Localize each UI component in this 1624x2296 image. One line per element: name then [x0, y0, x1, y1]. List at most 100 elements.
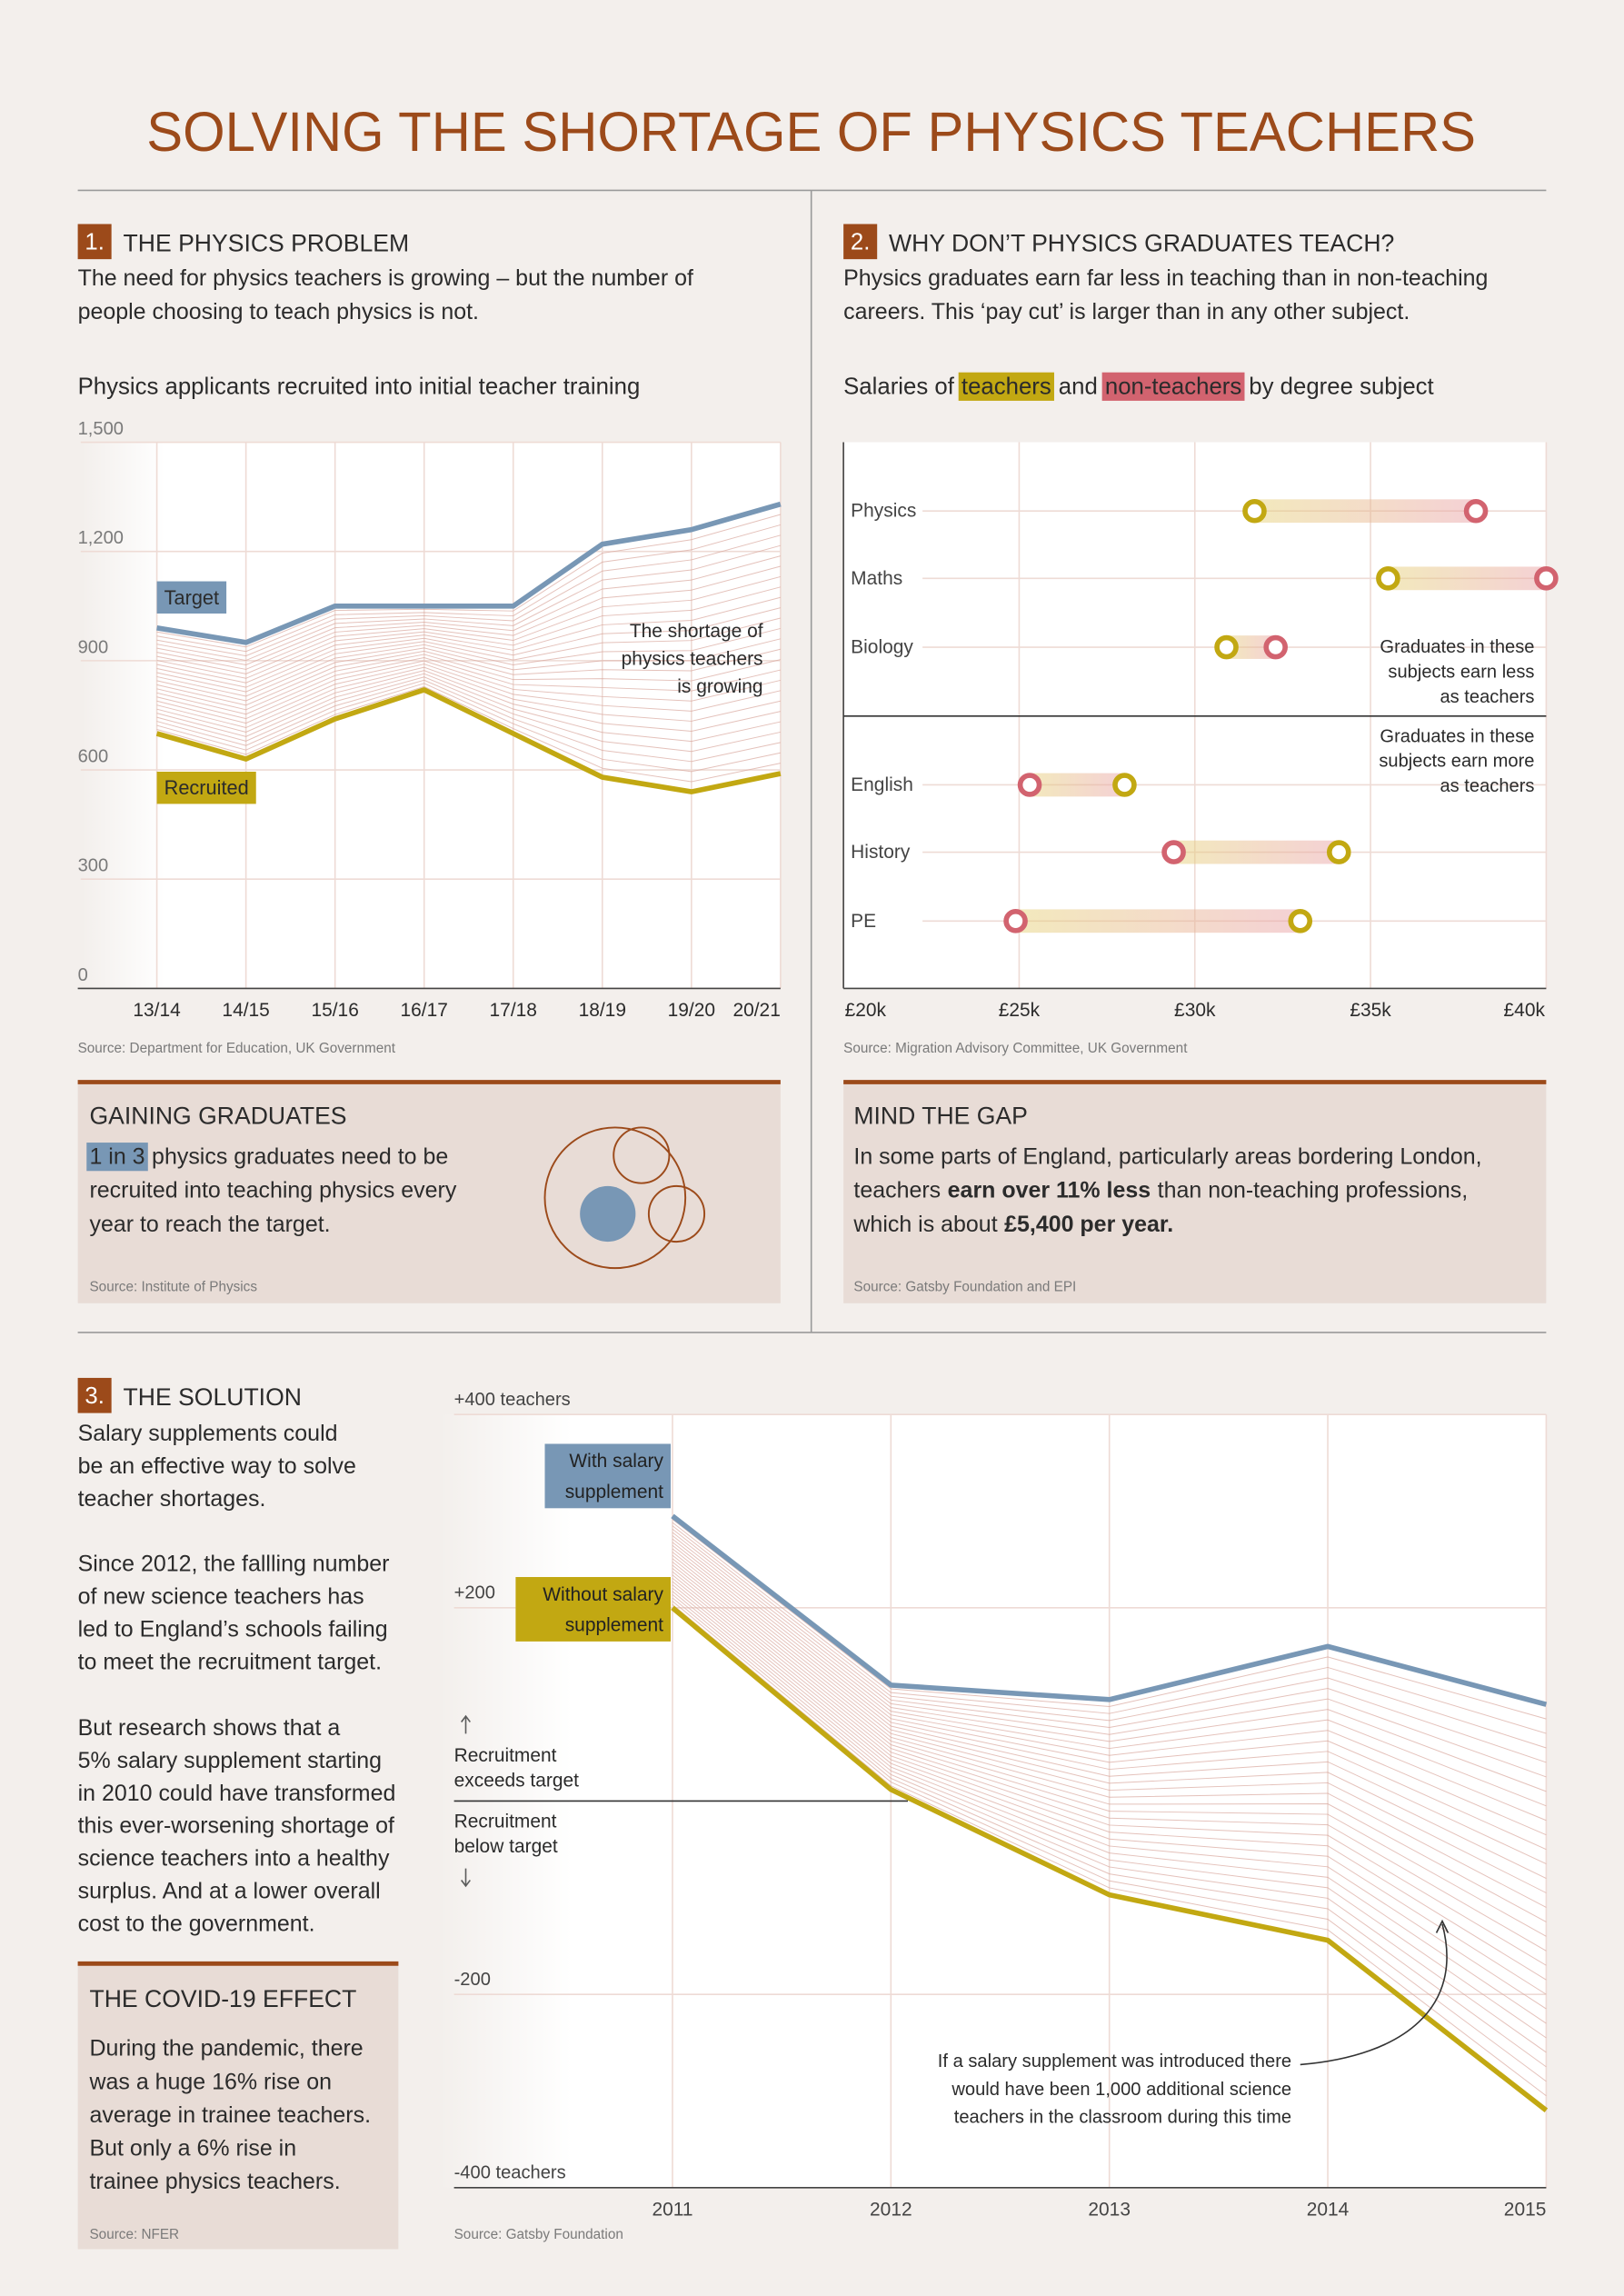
gap-hatch — [672, 1522, 1547, 1734]
x-tick-label: 17/18 — [490, 1000, 537, 1021]
paragraph-line: recruited into teaching physics every — [89, 1178, 456, 1203]
category-label: History — [851, 842, 911, 863]
highlight — [86, 1143, 148, 1172]
legend-swatch — [156, 581, 227, 614]
paragraph-line: But only a 6% rise in — [89, 2135, 296, 2161]
ratio-diagram — [543, 1126, 706, 1270]
paragraph-line: led to England’s schools failing — [78, 1616, 388, 1642]
paragraph-line: The need for physics teachers is growing… — [78, 265, 693, 291]
line — [671, 1513, 1548, 1707]
y-tick-label: 600 — [78, 747, 109, 767]
graduate-circle — [613, 1126, 671, 1184]
text-segment: which is about — [852, 1212, 997, 1237]
gap-hatch — [672, 1561, 1547, 1908]
gap-hatch — [672, 1603, 1547, 2097]
text-segment: than non-teaching professions, — [1158, 1178, 1468, 1203]
line — [156, 501, 782, 645]
x-tick-label: £40k — [1504, 1000, 1546, 1021]
dumbbell-dot — [1214, 634, 1239, 660]
x-tick-label: 13/14 — [133, 1000, 181, 1021]
paragraph-line: In some parts of England, particularly a… — [853, 1144, 1481, 1170]
paragraph-line: teachers earn over 11% less than non-teach… — [853, 1178, 1468, 1203]
gap-hatch — [672, 1519, 1547, 1720]
gap-hatch — [672, 1591, 1547, 2039]
gap-hatch — [156, 638, 781, 702]
legend-label: Without salary supplement — [515, 1577, 672, 1642]
info-box — [843, 1080, 1547, 1303]
annotation: as teachers — [1440, 687, 1534, 707]
x-tick-label: 2014 — [1307, 2199, 1350, 2220]
text-segment: 1 in 3 — [89, 1144, 144, 1170]
gap-hatch — [672, 1564, 1547, 1922]
section-heading: THE PHYSICS PROBLEM — [124, 229, 410, 256]
dumbbell-dot — [1326, 840, 1351, 864]
dumbbell-dot — [1534, 566, 1559, 591]
gap-hatch — [156, 575, 781, 674]
paragraph-line: people choosing to teach physics is not. — [78, 299, 479, 324]
gap-hatch — [156, 656, 781, 715]
gap-hatch — [156, 617, 781, 693]
highlight — [958, 372, 1054, 401]
source: Source: NFER — [89, 2227, 179, 2242]
paragraph-line: surplus. And at a lower overall — [78, 1879, 381, 1904]
source: Source: Institute of Physics — [89, 1280, 257, 1295]
gap-hatch — [156, 670, 781, 733]
x-tick-label: 14/15 — [222, 1000, 269, 1021]
paragraph-line: to meet the recruitment target. — [78, 1649, 382, 1674]
paragraph-line: trainee physics teachers. — [89, 2169, 340, 2194]
paragraph-line: which is about £5,400 per year. — [852, 1212, 1173, 1237]
box-heading: MIND THE GAP — [853, 1103, 1028, 1130]
legend-box: With salary supplement — [544, 1443, 672, 1509]
section-number-box — [77, 224, 112, 260]
section-number: 2. — [851, 230, 871, 255]
paragraph-line: in 2010 could have transformed — [78, 1781, 396, 1806]
line — [155, 687, 782, 794]
legend-swatch — [156, 771, 256, 804]
zone-label: below target — [454, 1836, 558, 1857]
text-segment: teachers — [853, 1178, 941, 1203]
gap-hatch — [672, 1535, 1547, 1792]
section-number-box — [77, 1377, 112, 1413]
category-label: Biology — [851, 637, 913, 658]
gap-hatch — [672, 1597, 1547, 2068]
gap-hatch — [156, 676, 781, 753]
gap-hatch — [672, 1525, 1547, 1749]
chart-title: Physics applicants recruited into initia… — [78, 374, 641, 399]
section-heading: WHY DON’T PHYSICS GRADUATES TEACH? — [889, 229, 1394, 256]
annotation: would have been 1,000 additional science — [951, 2080, 1291, 2100]
section-number: 1. — [85, 230, 105, 255]
plot-area — [80, 442, 781, 989]
zone-label: exceeds target — [454, 1770, 580, 1791]
dumbbell-bar — [1030, 773, 1125, 797]
x-tick-label: £20k — [845, 1000, 887, 1021]
annotation-arrow — [1300, 1923, 1448, 2066]
y-tick-label: +400 teachers — [454, 1390, 571, 1410]
gap-hatch — [672, 1587, 1547, 2024]
gap-hatch-group — [156, 514, 781, 783]
paragraph-line: 1 in 3 physics graduates need to be — [89, 1144, 448, 1170]
text-segment: earn over 11% less — [948, 1178, 1151, 1203]
box-heading: THE COVID-19 EFFECT — [89, 1985, 356, 2012]
category-label: Physics — [851, 501, 916, 522]
paragraph-line: this ever-worsening shortage of — [78, 1813, 394, 1839]
gap-hatch — [156, 685, 781, 783]
gap-hatch — [672, 1601, 1547, 2082]
paragraph-line: Physics graduates earn far less in teach… — [843, 265, 1488, 291]
x-tick-label: £25k — [999, 1000, 1041, 1021]
paragraph-line: be an effective way to solve — [78, 1453, 356, 1479]
gap-hatch — [672, 1581, 1547, 1995]
gap-hatch — [156, 673, 781, 743]
box-heading: GAINING GRADUATES — [89, 1103, 346, 1130]
source: Source: Migration Advisory Committee, UK… — [843, 1041, 1188, 1056]
paragraph-line: teacher shortages. — [78, 1486, 266, 1512]
dumbbell-dot — [1242, 498, 1267, 524]
gap-hatch — [156, 627, 781, 697]
gap-hatch — [672, 1584, 1547, 2010]
annotation: subjects earn less — [1388, 662, 1534, 682]
graduate-circle-filled — [580, 1185, 636, 1243]
x-tick-label: 2011 — [652, 2199, 692, 2220]
annotation: The shortage of — [630, 621, 763, 642]
category-label: PE — [851, 911, 876, 932]
dumbbell-dot — [1003, 909, 1028, 933]
legend-label: teachers — [961, 374, 1051, 399]
